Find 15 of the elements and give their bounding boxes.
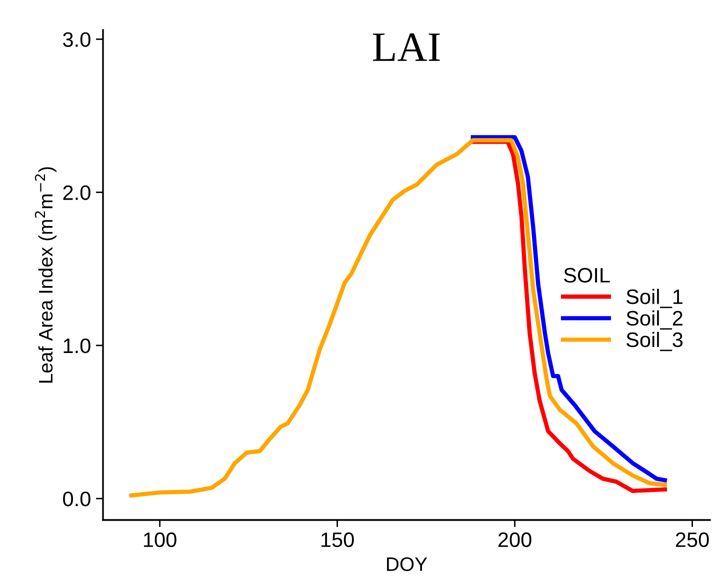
y-tick-label: 0.0 — [63, 492, 90, 506]
x-tick-label: 250 — [676, 532, 709, 548]
chart-title: LAI — [372, 33, 440, 61]
legend-label: Soil_1 — [626, 288, 682, 308]
legend-label: Soil_2 — [626, 310, 682, 330]
y-axis-title: Leaf Area Index (m$^{2}$m$^{−2}$) — [34, 167, 56, 383]
x-tick-label: 100 — [144, 532, 176, 548]
x-axis-title: DOY — [387, 557, 428, 572]
y-tick-label: 3.0 — [63, 32, 90, 47]
x-tick-label: 150 — [321, 532, 354, 548]
y-tick-label: 2.0 — [63, 185, 90, 200]
y-tick-label: 1.0 — [64, 338, 90, 354]
legend-title: SOIL — [564, 268, 610, 283]
legend-label: Soil_3 — [626, 332, 683, 352]
x-tick-label: 200 — [498, 532, 532, 548]
